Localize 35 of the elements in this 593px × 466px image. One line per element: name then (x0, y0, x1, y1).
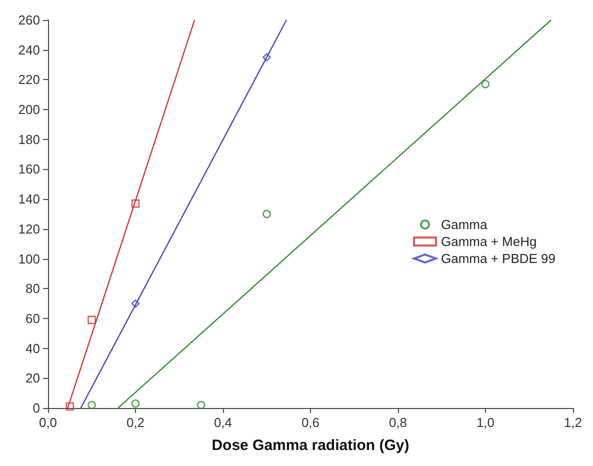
y-tick-label: 40 (26, 340, 40, 356)
x-tick-label: 0,8 (388, 415, 408, 430)
point (88, 316, 96, 324)
y-tick-label: 60 (26, 310, 40, 326)
y-tick-label: 220 (18, 72, 40, 88)
point (66, 402, 74, 411)
y-tick-label: 120 (18, 221, 40, 236)
y-tick-label: 80 (26, 281, 40, 296)
legend-label: Gamma + PBDE 99 (441, 251, 556, 266)
point (481, 80, 490, 88)
y-tick-label: 240 (18, 42, 40, 58)
y-tick-label: 260 (18, 12, 40, 28)
x-tick-label: 0,2 (126, 415, 145, 430)
y-tick-label: 160 (18, 162, 40, 177)
x-tick-label: 0,4 (214, 415, 232, 430)
point (262, 53, 271, 62)
x-tick-label: 1,2 (564, 415, 582, 430)
x-axis-title: Dose Gamma radiation (Gy) (212, 437, 410, 454)
y-tick-label: 200 (18, 102, 40, 118)
point (196, 400, 206, 410)
legend-label: Gamma + MeHg (441, 234, 537, 249)
point (131, 199, 140, 208)
y-tick-label: 180 (18, 132, 40, 147)
y-tick-label: 100 (18, 251, 40, 266)
y-tick-label: 140 (18, 192, 40, 207)
point (131, 299, 140, 308)
point (131, 399, 140, 408)
legend-label: Gamma (441, 217, 488, 232)
x-tick-label: 1,0 (476, 415, 495, 430)
point (88, 400, 96, 410)
point (262, 210, 271, 218)
y-tick-label: 20 (26, 370, 40, 386)
x-tick-label: 0,6 (301, 415, 320, 430)
y-tick-label: 0 (32, 400, 40, 416)
x-tick-label: 0,0 (38, 415, 58, 430)
